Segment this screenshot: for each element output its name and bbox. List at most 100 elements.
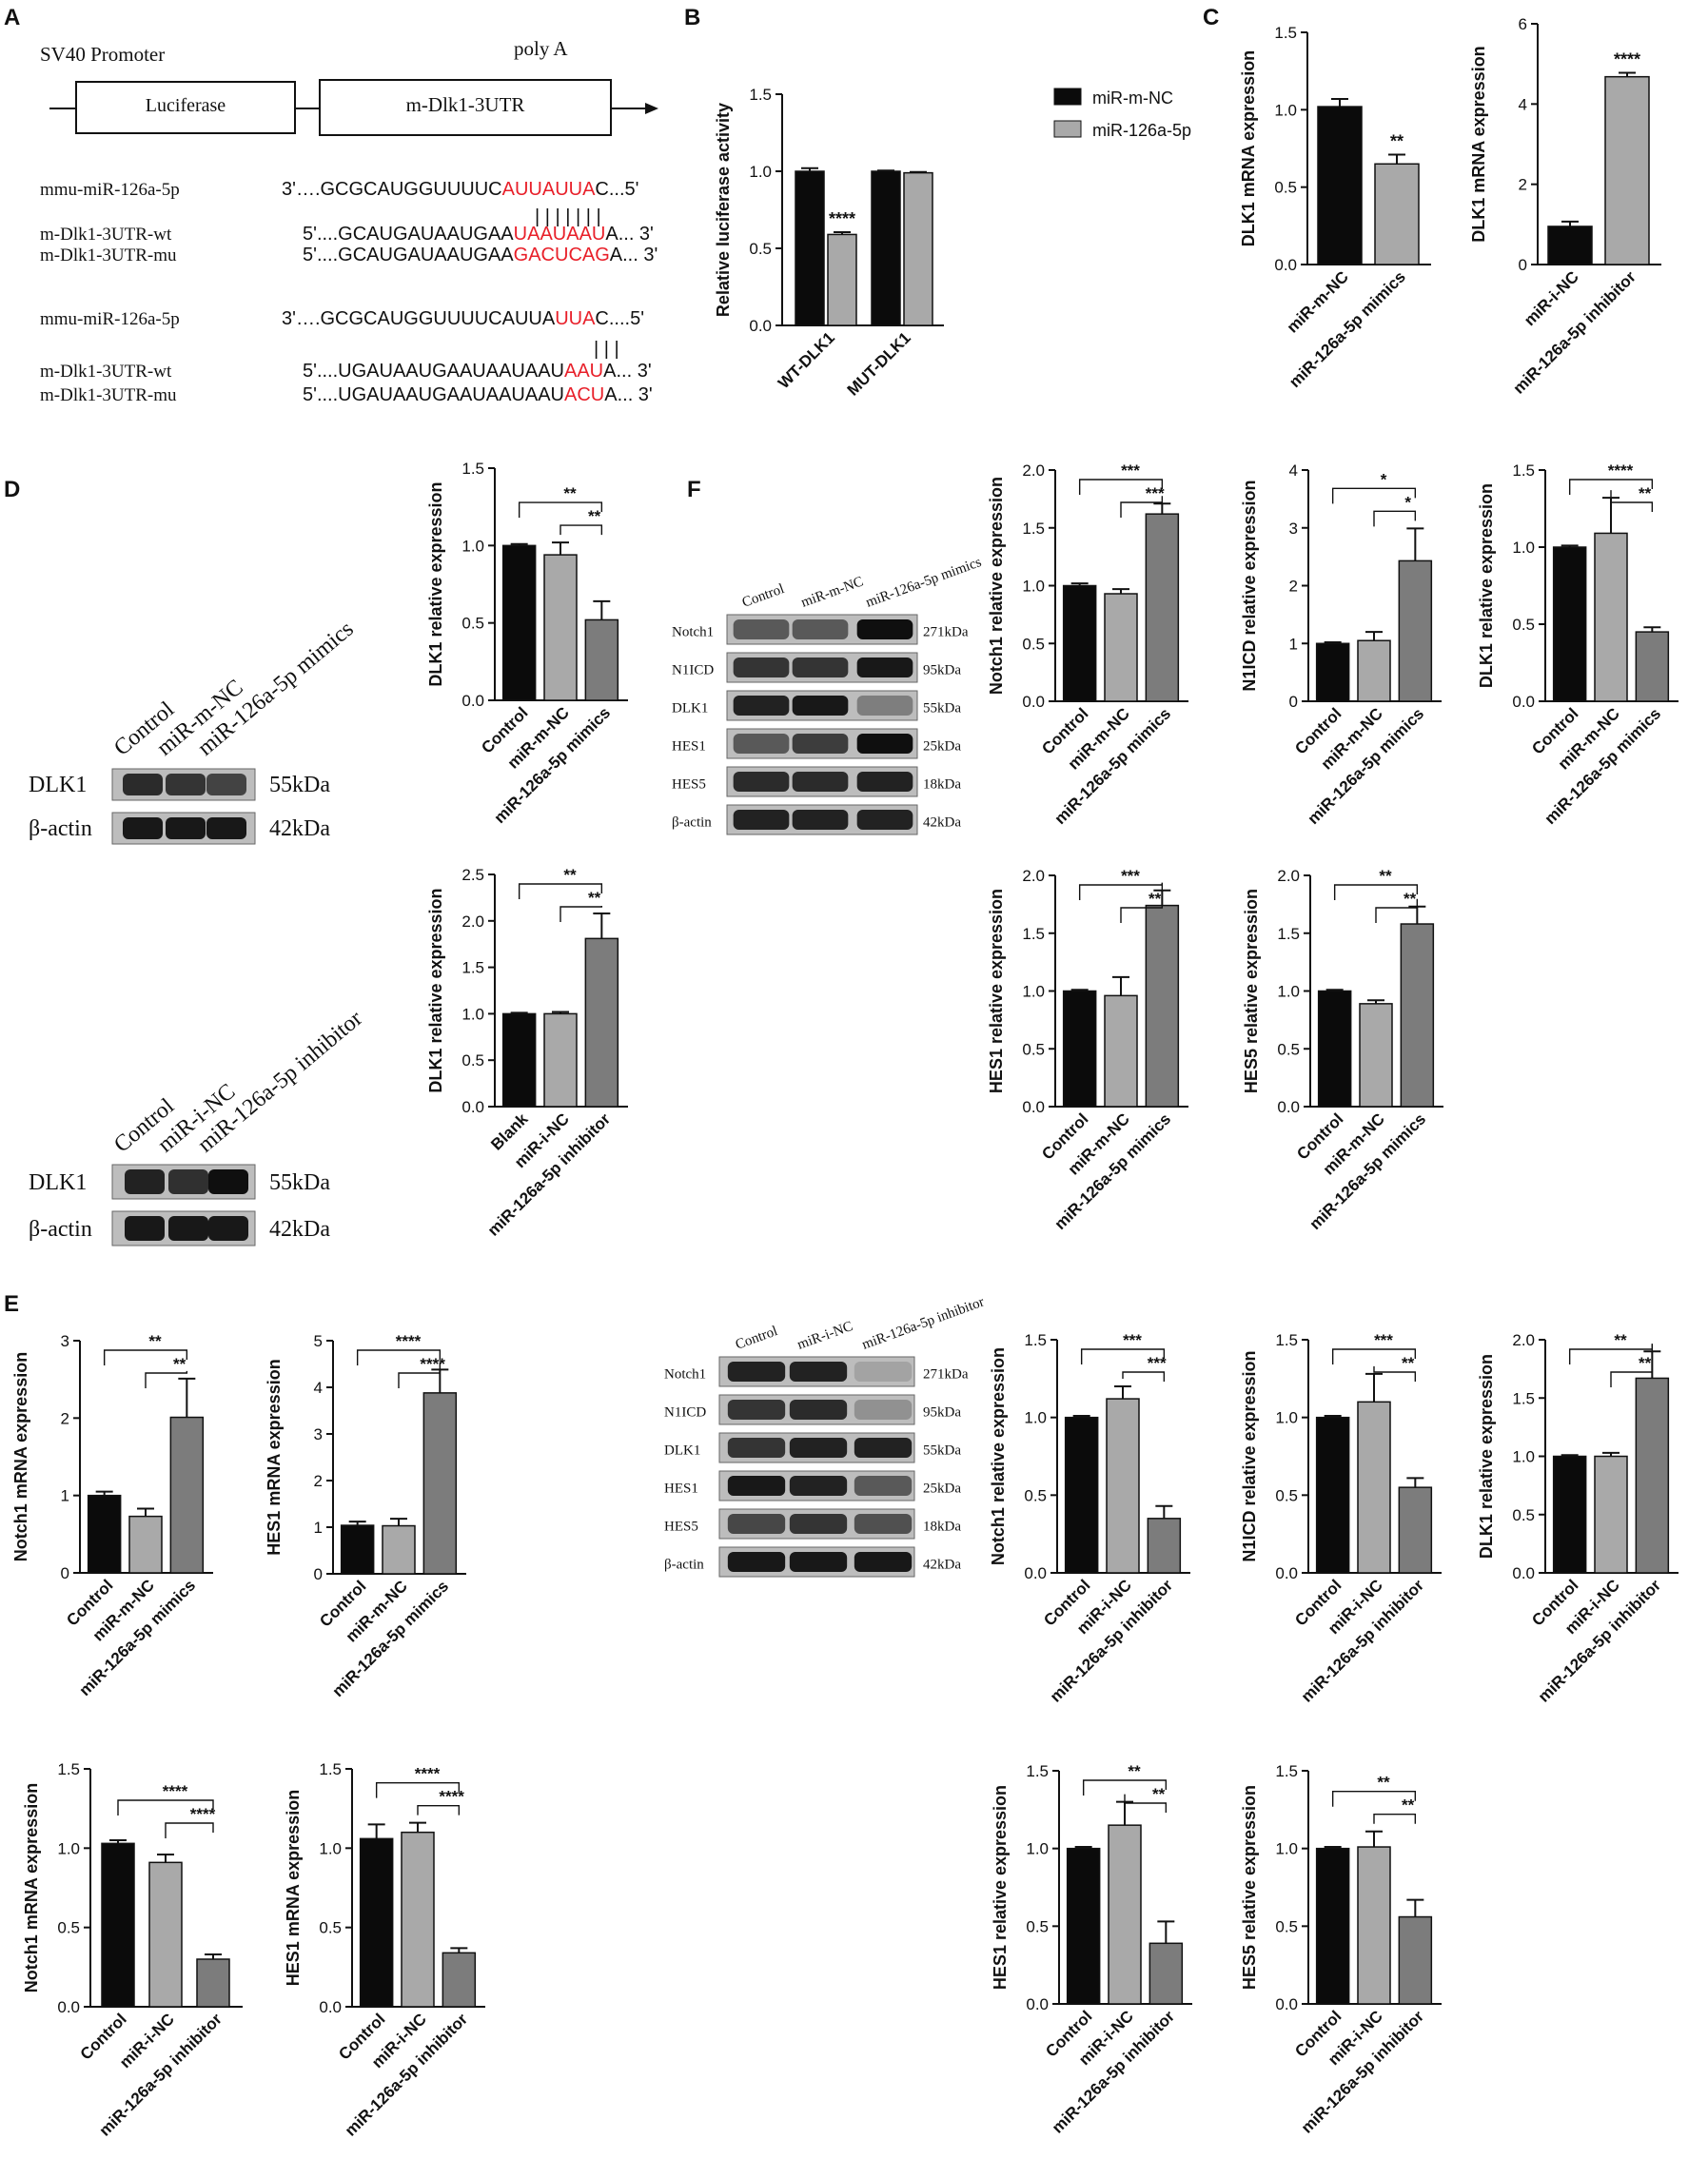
- blot-band: [166, 817, 206, 839]
- bar: [1145, 904, 1180, 1108]
- blot-band: [727, 1400, 786, 1420]
- bar: [87, 1494, 122, 1574]
- y-tick-label: 0.0: [1026, 1995, 1049, 2013]
- blot-band: [789, 1514, 848, 1534]
- bar: [359, 1837, 394, 2008]
- y-tick-label: 2: [1519, 176, 1527, 194]
- y-axis-label: HES5 relative expression: [1240, 1785, 1259, 1990]
- blot-kda-label: 271kDa: [923, 1366, 969, 1382]
- panel-letters: A B C D E F: [4, 5, 1219, 1317]
- y-tick-label: 0.5: [319, 1919, 342, 1937]
- bar: [584, 937, 619, 1108]
- construct-arrowhead: [645, 103, 658, 114]
- significance-label: **: [1402, 1796, 1415, 1815]
- bar: [1315, 1847, 1350, 2005]
- significance-label: ***: [1121, 867, 1140, 885]
- blot-kda-label: 55kDa: [269, 1170, 330, 1195]
- bar: [169, 1416, 205, 1574]
- blot-band: [733, 734, 790, 754]
- significance-label: **: [173, 1355, 187, 1373]
- y-tick-label: 0.0: [1275, 1995, 1298, 2013]
- significance-label: *: [1404, 493, 1411, 511]
- blot-band: [856, 772, 913, 792]
- y-tick-label: 0.0: [1512, 1564, 1535, 1582]
- panel-letter-e: E: [4, 1291, 19, 1317]
- blot-protein-label: HES5: [664, 1519, 698, 1534]
- blot-kda-label: 42kDa: [269, 816, 330, 841]
- blot-protein-label: β-actin: [664, 1557, 704, 1572]
- significance-label: **: [1152, 1785, 1166, 1803]
- blot-kda-label: 25kDa: [923, 738, 961, 754]
- bar: [401, 1831, 435, 2008]
- y-tick-label: 0.5: [1024, 1486, 1047, 1504]
- y-tick-label: 1.5: [1024, 1331, 1047, 1349]
- bar: [543, 1012, 578, 1108]
- bar: [1147, 1518, 1182, 1574]
- y-tick-label: 0.5: [1512, 616, 1535, 634]
- significance-label: **: [1402, 1354, 1415, 1372]
- y-tick-label: 1.5: [1512, 461, 1535, 480]
- blot-band: [856, 810, 913, 830]
- bar: [827, 233, 857, 326]
- y-tick-label: 2.0: [1512, 1331, 1535, 1349]
- significance-label: **: [563, 484, 577, 502]
- panel-letter-c: C: [1203, 5, 1219, 30]
- significance-label: ****: [396, 1332, 422, 1350]
- y-tick-label: 6: [1519, 15, 1527, 33]
- y-axis-label: Relative luciferase activity: [714, 103, 733, 317]
- y-tick-label: 1: [1289, 635, 1298, 653]
- significance-label: **: [1128, 1762, 1141, 1780]
- y-axis-label: Notch1 relative expression: [989, 1347, 1008, 1565]
- blot-band: [856, 619, 913, 639]
- bar: [1104, 994, 1138, 1108]
- blot-protein-label: DLK1: [29, 1170, 87, 1195]
- significance-bracket: [117, 1799, 214, 1816]
- bar: [1552, 1455, 1587, 1574]
- blot-band: [733, 696, 790, 716]
- base-pair-marks: | | | | | | |: [535, 206, 601, 227]
- significance-label: ****: [415, 1765, 441, 1783]
- bar: [1359, 1003, 1393, 1108]
- panel-letter-f: F: [687, 477, 701, 502]
- blot-band: [854, 1476, 913, 1496]
- y-tick-label: 3: [314, 1425, 323, 1443]
- utr-box-label: m-Dlk1-3UTR: [406, 93, 525, 116]
- y-tick-label: 0: [314, 1565, 323, 1583]
- blot-band: [854, 1552, 913, 1572]
- y-tick-label: 0.5: [749, 240, 772, 258]
- y-tick-label: 0.5: [1275, 1486, 1298, 1504]
- bar: [1374, 163, 1420, 265]
- y-tick-label: 2: [61, 1409, 69, 1427]
- y-tick-label: 0.0: [749, 317, 772, 335]
- significance-bracket: [1333, 884, 1419, 900]
- y-tick-label: 1: [314, 1519, 323, 1537]
- y-axis-label: DLK1 relative expression: [426, 888, 445, 1092]
- y-tick-label: 4: [314, 1379, 323, 1397]
- y-tick-label: 0.0: [319, 1998, 342, 2016]
- y-axis-label: HES1 mRNA expression: [284, 1790, 303, 1986]
- blot-band: [125, 1216, 165, 1241]
- y-tick-label: 1.0: [57, 1839, 80, 1857]
- bar: [101, 1842, 135, 2008]
- y-tick-label: 0.0: [1024, 1564, 1047, 1582]
- significance-bracket: [1078, 882, 1164, 900]
- significance-label: **: [1148, 890, 1162, 908]
- bar: [795, 170, 825, 326]
- blot-band: [792, 772, 849, 792]
- significance-label: **: [1639, 1354, 1652, 1372]
- y-tick-label: 1.0: [1022, 578, 1045, 596]
- significance-label: **: [588, 507, 601, 525]
- blot-protein-label: N1ICD: [664, 1404, 706, 1420]
- panel-letter-a: A: [4, 5, 20, 30]
- significance-bracket: [398, 1362, 442, 1388]
- bar: [1547, 226, 1593, 265]
- blot-band: [208, 1169, 248, 1194]
- y-tick-label: 2.5: [461, 866, 484, 884]
- significance-label: **: [1614, 1331, 1627, 1349]
- y-tick-label: 0.0: [461, 692, 484, 710]
- significance-bracket: [1373, 1814, 1417, 1824]
- significance-bracket: [1568, 1344, 1654, 1364]
- bar: [1148, 1942, 1184, 2005]
- significance-label: ****: [829, 209, 855, 228]
- significance-bracket: [560, 905, 603, 922]
